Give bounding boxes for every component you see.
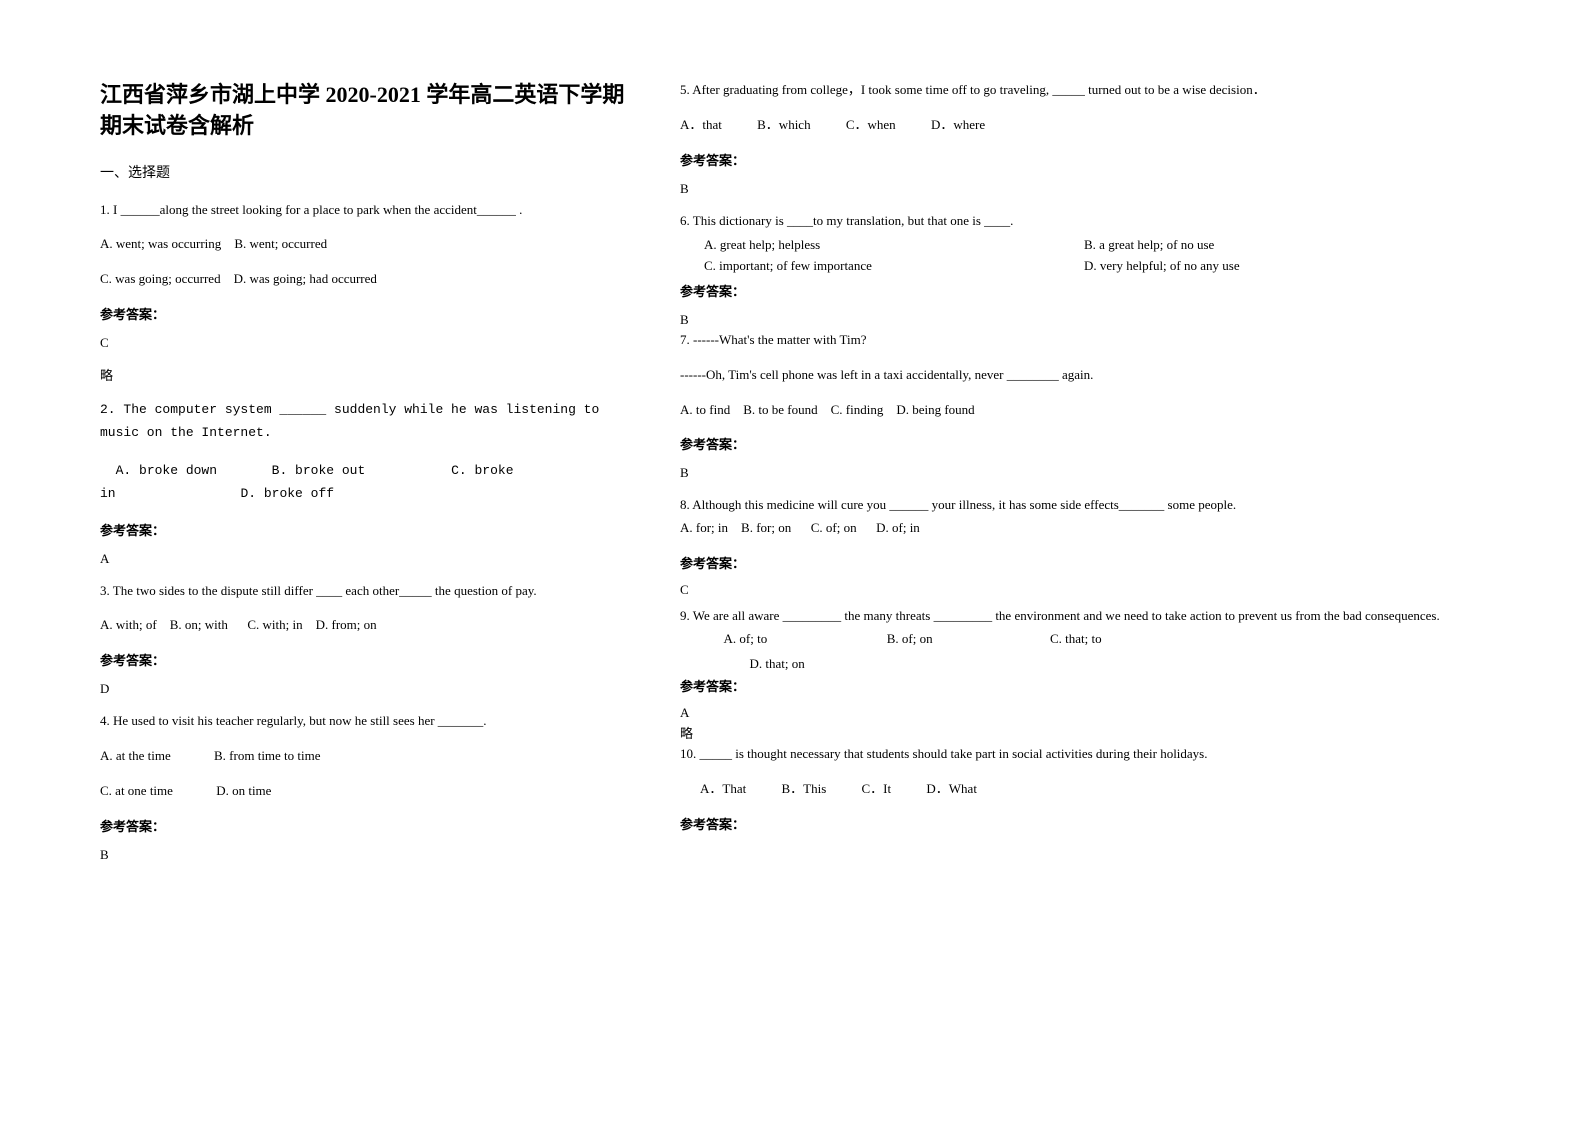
left-column: 江西省萍乡市湖上中学 2020-2021 学年高二英语下学期期末试卷含解析 一、… <box>100 80 640 877</box>
q8-option-b: B. for; on <box>741 520 791 535</box>
q4-option-d: D. on time <box>216 781 271 802</box>
q8-option-d: D. of; in <box>876 520 920 535</box>
q1-answer: C <box>100 335 640 351</box>
q9-option-d: D. that; on <box>750 656 805 671</box>
question-3-text: 3. The two sides to the dispute still di… <box>100 581 640 602</box>
question-9-text: 9. We are all aware _________ the many t… <box>680 606 1460 627</box>
q5-answer-label: 参考答案： <box>680 150 1460 169</box>
q10-option-d: D．What <box>926 779 977 800</box>
q7-answer: B <box>680 465 1460 481</box>
q5-option-b: B．which <box>757 115 810 136</box>
q6-option-d: D. very helpful; of no any use <box>1084 256 1240 277</box>
q9-answer-label: 参考答案： <box>680 676 1460 695</box>
question-7-text1: 7. ------What's the matter with Tim? <box>680 330 1460 351</box>
q7-option-a: A. to find <box>680 402 730 417</box>
question-8-options: A. for; in B. for; on C. of; on D. of; i… <box>680 518 1460 539</box>
q1-option-a: A. went; was occurring <box>100 236 221 251</box>
q5-answer: B <box>680 181 1460 197</box>
q8-answer: C <box>680 582 1460 598</box>
question-10-options: A．That B．This C．It D．What <box>680 779 1460 800</box>
q6-option-b: B. a great help; of no use <box>1084 235 1214 256</box>
q10-option-c: C．It <box>862 779 892 800</box>
question-2-options: A. broke down B. broke out C. broke in D… <box>100 459 640 506</box>
q2-answer: A <box>100 551 640 567</box>
q9-answer: A <box>680 705 1460 721</box>
q2-option-a: A. broke down <box>116 463 217 478</box>
q3-answer-label: 参考答案： <box>100 650 640 669</box>
q7-option-d: D. being found <box>896 402 974 417</box>
q3-option-d: D. from; on <box>316 617 377 632</box>
q4-option-a: A. at the time <box>100 746 171 767</box>
q3-option-a: A. with; of <box>100 617 157 632</box>
q8-option-c: C. of; on <box>811 520 857 535</box>
q8-option-a: A. for; in <box>680 520 728 535</box>
q1-option-d: D. was going; had occurred <box>234 271 377 286</box>
q6-answer: B <box>680 312 1460 328</box>
question-1-options-row2: C. was going; occurred D. was going; had… <box>100 269 640 290</box>
q4-option-b: B. from time to time <box>214 746 321 767</box>
q6-option-c: C. important; of few importance <box>704 256 1084 277</box>
q1-option-b: B. went; occurred <box>234 236 327 251</box>
question-4-text: 4. He used to visit his teacher regularl… <box>100 711 640 732</box>
question-6-options-row2: C. important; of few importance D. very … <box>680 256 1460 277</box>
question-1-options-row1: A. went; was occurring B. went; occurred <box>100 234 640 255</box>
q10-option-b: B．This <box>781 779 826 800</box>
question-1-text: 1. I ______along the street looking for … <box>100 200 640 221</box>
q2-option-d: D. broke off <box>240 486 334 501</box>
q9-option-c: C. that; to <box>1050 631 1102 646</box>
q3-option-c: C. with; in <box>247 617 302 632</box>
question-6-text: 6. This dictionary is ____to my translat… <box>680 211 1460 232</box>
question-8-text: 8. Although this medicine will cure you … <box>680 495 1460 516</box>
question-7-text2: ------Oh, Tim's cell phone was left in a… <box>680 365 1460 386</box>
q10-option-a: A．That <box>700 779 746 800</box>
question-3-options: A. with; of B. on; with C. with; in D. f… <box>100 615 640 636</box>
q3-answer: D <box>100 681 640 697</box>
q9-option-a: A. of; to <box>724 629 884 650</box>
q4-option-c: C. at one time <box>100 781 173 802</box>
q6-option-a: A. great help; helpless <box>704 235 1084 256</box>
question-7-options: A. to find B. to be found C. finding D. … <box>680 400 1460 421</box>
question-10-text: 10. _____ is thought necessary that stud… <box>680 744 1460 765</box>
q7-answer-label: 参考答案： <box>680 434 1460 453</box>
q1-answer-label: 参考答案： <box>100 304 640 323</box>
q9-option-b: B. of; on <box>887 629 1047 650</box>
q2-option-b: B. broke out <box>272 463 366 478</box>
q4-answer: B <box>100 847 640 863</box>
q7-option-c: C. finding <box>831 402 884 417</box>
question-4-options-row2: C. at one time D. on time <box>100 781 640 802</box>
question-5-options: A．that B．which C．when D．where <box>680 115 1460 136</box>
question-5-text: 5. After graduating from college，I took … <box>680 80 1460 101</box>
question-9-options-row1: A. of; to B. of; on C. that; to <box>680 629 1460 650</box>
q4-answer-label: 参考答案： <box>100 816 640 835</box>
q10-answer-label: 参考答案： <box>680 814 1460 833</box>
section-header: 一、选择题 <box>100 162 640 182</box>
q2-answer-label: 参考答案： <box>100 520 640 539</box>
q5-option-a: A．that <box>680 115 722 136</box>
q5-option-d: D．where <box>931 115 985 136</box>
q9-note: 略 <box>680 723 1460 742</box>
q8-answer-label: 参考答案： <box>680 553 1460 572</box>
page-container: 江西省萍乡市湖上中学 2020-2021 学年高二英语下学期期末试卷含解析 一、… <box>100 80 1537 877</box>
question-6-options-row1: A. great help; helpless B. a great help;… <box>680 235 1460 256</box>
question-9-options-row2: D. that; on <box>680 654 1460 675</box>
q3-option-b: B. on; with <box>170 617 228 632</box>
question-4-options-row1: A. at the time B. from time to time <box>100 746 640 767</box>
right-column: 5. After graduating from college，I took … <box>680 80 1460 877</box>
q1-option-c: C. was going; occurred <box>100 271 221 286</box>
document-title: 江西省萍乡市湖上中学 2020-2021 学年高二英语下学期期末试卷含解析 <box>100 80 640 142</box>
question-2-text: 2. The computer system ______ suddenly w… <box>100 398 640 445</box>
q5-option-c: C．when <box>846 115 896 136</box>
q7-option-b: B. to be found <box>743 402 817 417</box>
q6-answer-label: 参考答案： <box>680 281 1460 300</box>
q1-note: 略 <box>100 365 640 384</box>
